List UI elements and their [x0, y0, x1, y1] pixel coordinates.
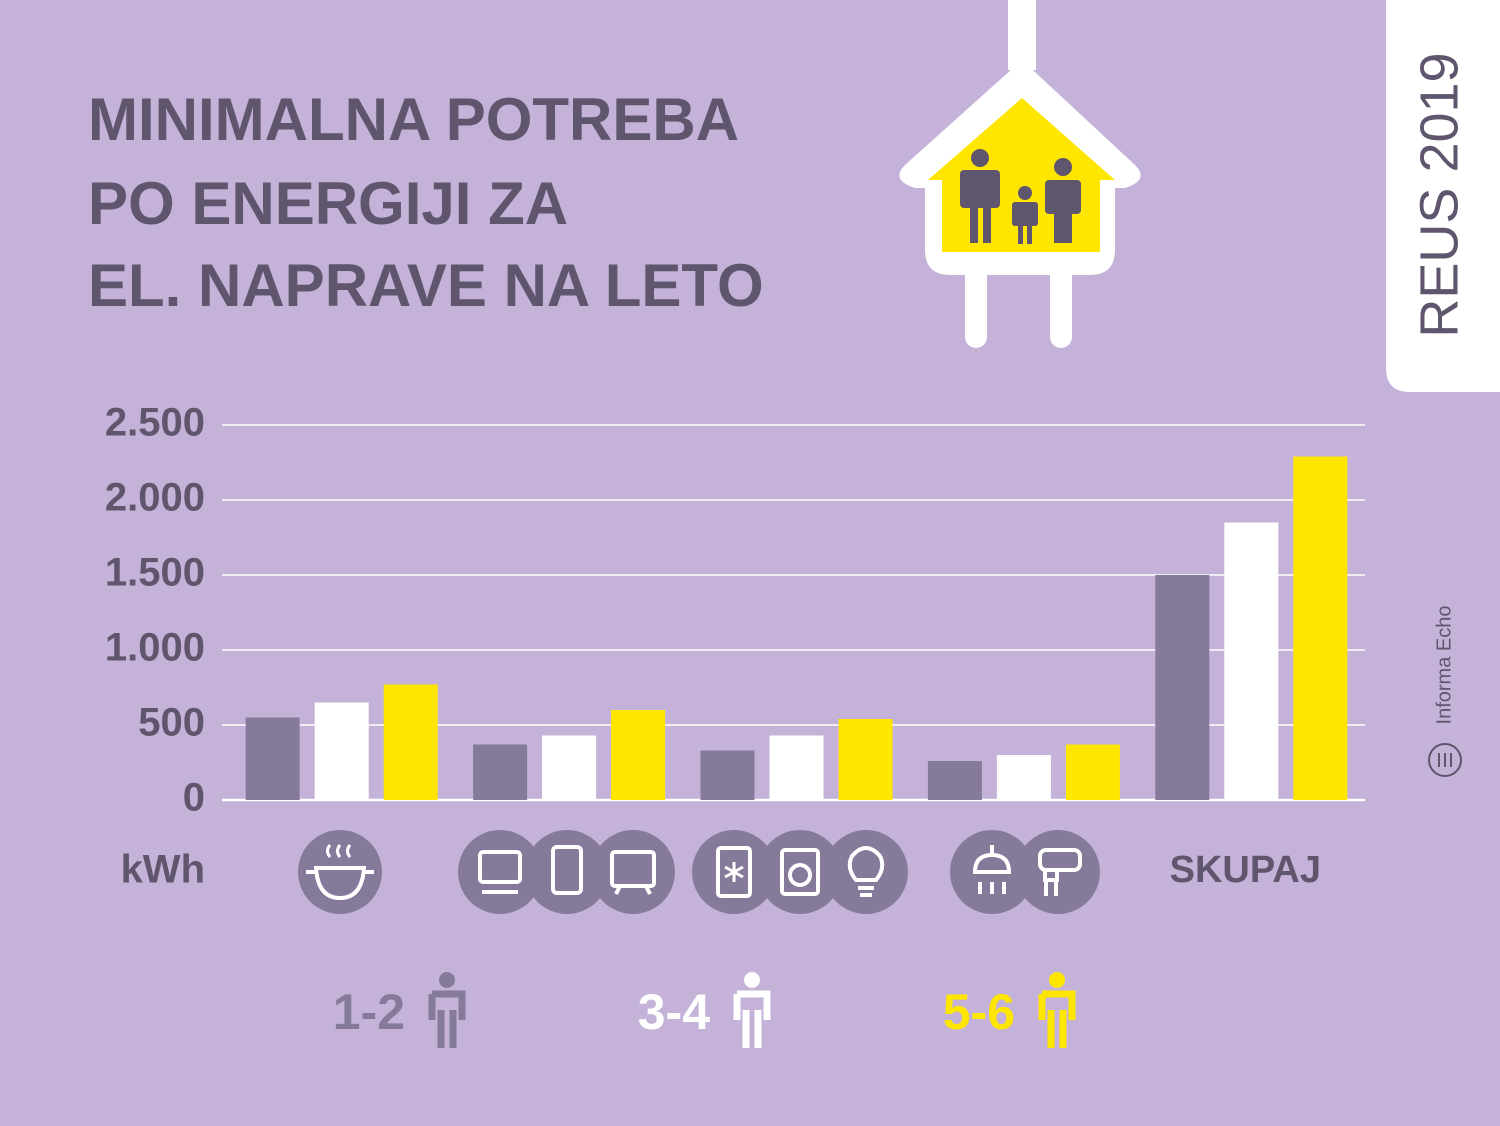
bar: [1065, 744, 1120, 800]
chart-title: PO ENERGIJI ZA: [88, 170, 568, 237]
bar: [1293, 456, 1348, 800]
bar: [245, 717, 300, 800]
legend-icon: [733, 990, 771, 1048]
legend-icon: [439, 972, 455, 988]
y-tick-label: 1.000: [105, 626, 205, 670]
source: Informa Echo: [1433, 606, 1455, 725]
badge-text: REUS 2019: [1409, 52, 1469, 337]
y-tick-label: 2.500: [105, 401, 205, 445]
legend-icon: [744, 972, 760, 988]
chart-title: EL. NAPRAVE NA LETO: [88, 252, 764, 319]
y-unit: kWh: [121, 848, 205, 892]
legend-label: 3-4: [638, 984, 710, 1040]
bar: [611, 710, 666, 800]
legend-icon: [1049, 972, 1065, 988]
y-tick-label: 2.000: [105, 476, 205, 520]
bar: [1224, 522, 1279, 800]
bar: [927, 761, 982, 800]
bar: [473, 744, 528, 800]
bar: [383, 684, 438, 800]
x-tick-label: SKUPAJ: [1170, 849, 1321, 891]
legend-icon: [428, 990, 466, 1048]
bar: [769, 735, 824, 800]
legend-icon: [1038, 990, 1076, 1048]
bar: [542, 735, 597, 800]
legend-label: 5-6: [943, 984, 1015, 1040]
chart-title: MINIMALNA POTREBA: [88, 86, 739, 153]
house-plug-icon: [899, 0, 1141, 348]
category-icons: [298, 830, 1100, 914]
y-tick-label: 1.500: [105, 551, 205, 595]
bar: [838, 719, 893, 800]
y-tick-label: 500: [138, 701, 205, 745]
bar: [1155, 575, 1210, 800]
bar: [700, 750, 755, 800]
source-logo: [1428, 743, 1462, 777]
legend-label: 1-2: [333, 984, 405, 1040]
y-tick-label: 0: [183, 776, 205, 820]
badge-box: [1386, 0, 1500, 392]
bar: [996, 755, 1051, 800]
bar: [314, 702, 369, 800]
